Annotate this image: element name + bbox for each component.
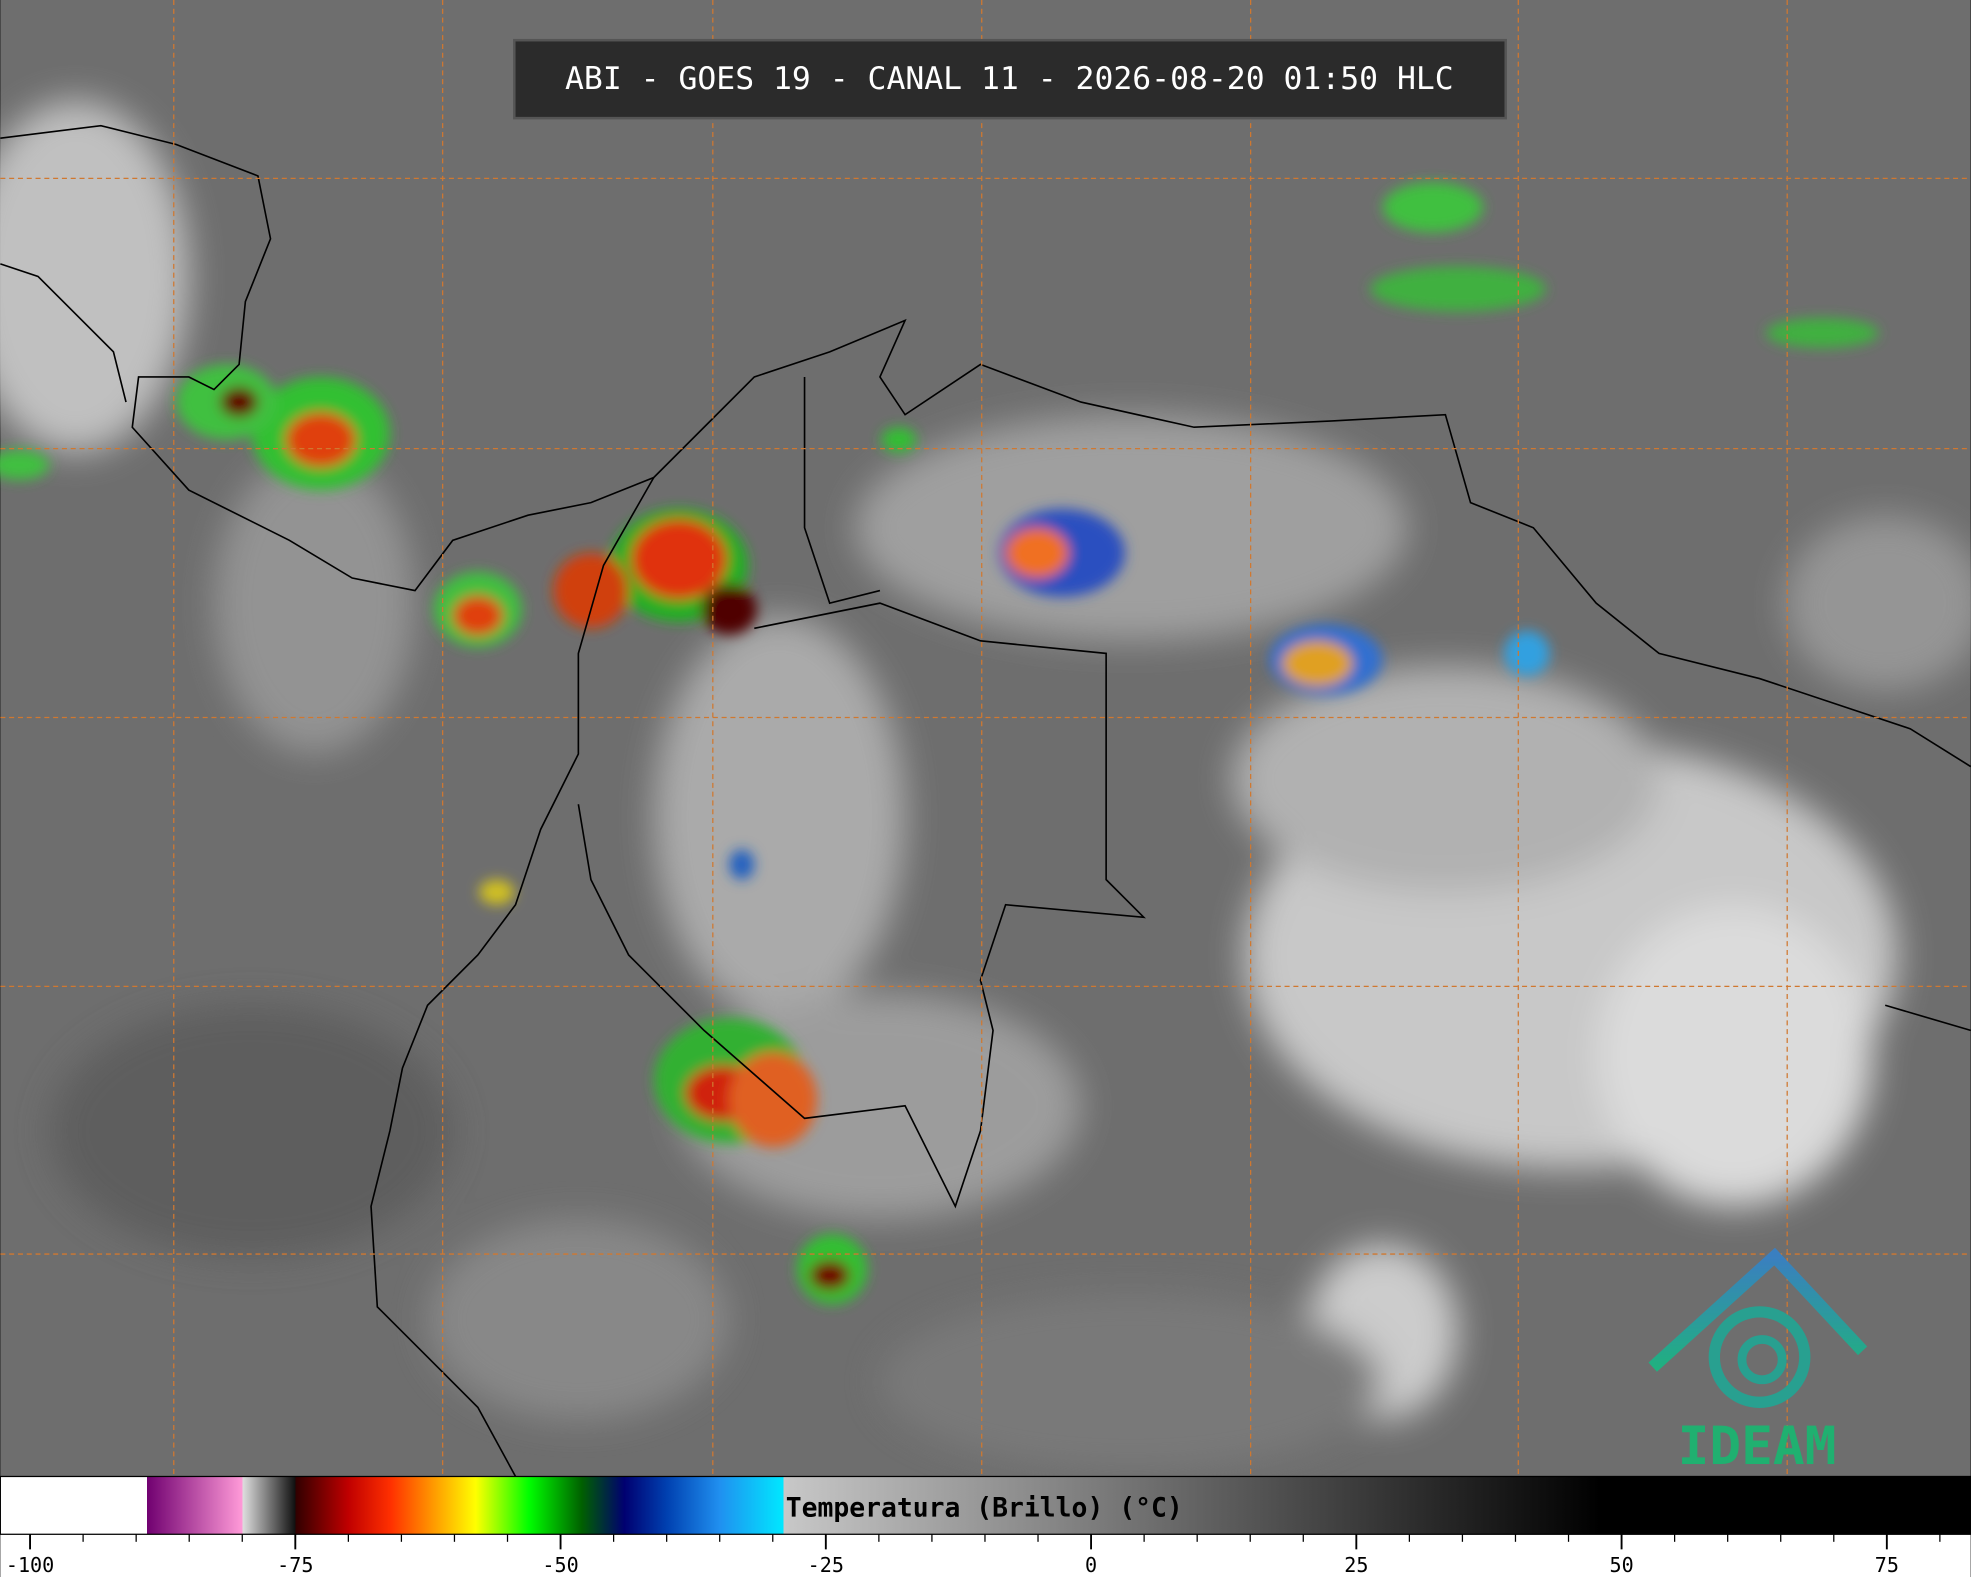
tick-label: 25	[1344, 1553, 1368, 1577]
title-box: ABI - GOES 19 - CANAL 11 - 2026-08-20 01…	[513, 38, 1507, 120]
logo-text: IDEAM	[1678, 1416, 1837, 1477]
title: ABI - GOES 19 - CANAL 11 - 2026-08-20 01…	[565, 61, 1454, 97]
tick-label: -50	[542, 1553, 578, 1577]
tick-label: -100	[6, 1553, 54, 1577]
logo: IDEAM	[1648, 1247, 1868, 1477]
tick-label: 0	[1085, 1553, 1097, 1577]
colorbar	[0, 1475, 1971, 1535]
imagery	[0, 0, 1971, 1477]
tick-label: -75	[277, 1553, 313, 1577]
tick-label: -25	[808, 1553, 844, 1577]
tick-label: 75	[1875, 1553, 1899, 1577]
tick-label: 50	[1609, 1553, 1633, 1577]
colorbar-label: Temperatura (Brillo) (°C)	[786, 1494, 1183, 1524]
